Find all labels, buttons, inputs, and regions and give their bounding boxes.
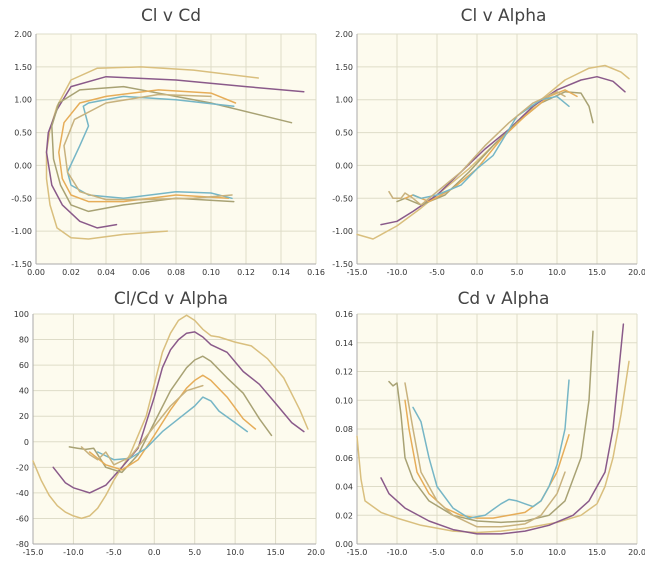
x-tick-label: 0.08 (167, 268, 185, 277)
y-tick-label: -20 (16, 463, 29, 472)
x-tick-label: 0.0 (148, 548, 161, 557)
x-tick-label: 5.0 (511, 548, 524, 557)
y-tick-label: -0.50 (11, 194, 32, 203)
y-tick-label: 100 (14, 310, 29, 319)
y-tick-label: -1.00 (332, 227, 353, 236)
y-tick-label: 0.04 (335, 483, 353, 492)
plot-area (33, 314, 316, 544)
x-tick-label: 5.0 (188, 548, 201, 557)
series-line-1 (356, 360, 630, 534)
x-tick-label: 0.12 (237, 268, 255, 277)
y-tick-label: 2.00 (14, 30, 32, 39)
y-tick-label: 0.10 (335, 396, 353, 405)
x-tick-label: 0.14 (272, 268, 290, 277)
chart-panel-cl-cd: Cl v Cd 0.00 0.02 0.04 0.06 0.08 0.10 0.12 0.14… (0, 0, 325, 282)
y-tick-label: 1.50 (14, 63, 32, 72)
y-tick-label: 0 (24, 438, 29, 447)
chart-panel-clcd-alpha: Cl/Cd v Alpha -15.0 -10.0 -5.0 0.0 5.0 10.0 15… (0, 282, 325, 565)
chart-title: Cl v Cd (140, 6, 202, 26)
x-tick-label: -10.0 (63, 548, 84, 557)
series-line-5 (412, 379, 570, 519)
x-tick-label: -15.0 (23, 548, 44, 557)
y-tick-label: -1.50 (332, 260, 353, 269)
x-tick-label: 0.10 (202, 268, 220, 277)
x-tick-label: -15.0 (347, 548, 368, 557)
chart-svg-clcd-alpha: -15.0 -10.0 -5.0 0.0 5.0 10.0 15.0 20.0 -80 -60 -4… (14, 310, 325, 557)
x-tick-label: 0.04 (97, 268, 115, 277)
y-tick-label: 40 (19, 387, 29, 396)
y-tick-label: 60 (19, 361, 29, 370)
chart-svg-cd-alpha: -15.0 -10.0 -5.0 0.0 5.0 10.0 15.0 20.0 0.00 0.02… (335, 310, 645, 557)
y-tick-label: -1.00 (11, 227, 32, 236)
y-tick-label: 0.00 (335, 161, 353, 170)
series-line-4 (88, 374, 257, 471)
y-tick-label: -1.50 (11, 260, 32, 269)
x-tick-label: 15.0 (267, 548, 285, 557)
y-tick-label: 80 (19, 336, 29, 345)
y-tick-label: 0.08 (335, 425, 353, 434)
series-line-2 (45, 75, 305, 229)
x-tick-label: -5.0 (106, 548, 122, 557)
y-tick-label: 0.16 (335, 310, 353, 319)
x-tick-label: 15.0 (588, 268, 606, 277)
x-tick-label: 0.0 (471, 548, 484, 557)
series-line-2 (380, 323, 625, 535)
x-tick-label: 5.0 (511, 268, 524, 277)
series-line-1 (32, 314, 309, 520)
y-tick-label: 0.00 (335, 540, 353, 549)
x-tick-label: 10.0 (226, 548, 244, 557)
series-line-3 (396, 91, 594, 206)
y-tick-label: 1.00 (14, 96, 32, 105)
x-tick-label: 10.0 (548, 268, 566, 277)
chart-title: Cd v Alpha (457, 289, 550, 309)
y-tick-label: -60 (16, 514, 29, 523)
x-tick-label: 0.0 (471, 268, 484, 277)
chart-title: Cl v Alpha (460, 6, 547, 26)
x-tick-label: 0.06 (132, 268, 150, 277)
chart-panel-cl-alpha: Cl v Alpha -15.0 -10.0 -5.0 0.0 5.0 10.0 15.0 2… (322, 0, 645, 282)
chart-svg-cl-alpha: -15.0 -10.0 -5.0 0.0 5.0 10.0 15.0 20.0 -1.50 -1.… (332, 30, 645, 277)
series-line-6 (80, 384, 204, 466)
y-tick-label: 1.00 (335, 96, 353, 105)
series-line-6 (388, 91, 566, 206)
y-tick-label: 0.06 (335, 454, 353, 463)
x-tick-label: -10.0 (387, 548, 408, 557)
y-tick-label: -80 (16, 540, 29, 549)
series-line-3 (51, 85, 293, 213)
x-tick-label: -10.0 (387, 268, 408, 277)
x-tick-label: -15.0 (347, 268, 368, 277)
chart-title: Cl/Cd v Alpha (113, 289, 229, 309)
chart-svg-cl-cd: 0.00 0.02 0.04 0.06 0.08 0.10 0.12 0.14 0.16 -1.5… (11, 30, 325, 277)
series-line-3 (68, 355, 273, 474)
series-line-5 (66, 95, 235, 200)
series-line-3 (388, 330, 594, 524)
y-tick-label: 0.14 (335, 339, 353, 348)
series-line-6 (404, 382, 566, 528)
y-tick-label: 0.50 (335, 129, 353, 138)
x-tick-label: -5.0 (429, 548, 445, 557)
chart-panel-cd-alpha: Cd v Alpha -15.0 -10.0 -5.0 0.0 5.0 10.0 15.0 2… (322, 282, 645, 565)
x-tick-label: 0.00 (27, 268, 45, 277)
x-tick-label: 0.02 (62, 268, 80, 277)
y-tick-label: 0.00 (14, 161, 32, 170)
series-line-5 (412, 95, 570, 200)
y-tick-label: 1.50 (335, 63, 353, 72)
x-tick-label: 20.0 (628, 268, 645, 277)
series-line-6 (63, 93, 233, 201)
x-tick-label: 20.0 (628, 548, 645, 557)
y-tick-label: 0.02 (335, 511, 353, 520)
y-tick-label: -40 (16, 489, 29, 498)
y-tick-label: 0.50 (14, 129, 32, 138)
x-tick-label: 10.0 (548, 548, 566, 557)
x-tick-label: -5.0 (429, 268, 445, 277)
y-tick-label: -0.50 (332, 194, 353, 203)
x-tick-label: 20.0 (307, 548, 325, 557)
series-line-2 (52, 331, 305, 494)
series-line-4 (58, 89, 237, 203)
x-tick-label: 15.0 (588, 548, 606, 557)
y-tick-label: 20 (19, 412, 29, 421)
y-tick-label: 2.00 (335, 30, 353, 39)
x-tick-label: 0.16 (307, 268, 325, 277)
y-tick-label: 0.12 (335, 368, 353, 377)
